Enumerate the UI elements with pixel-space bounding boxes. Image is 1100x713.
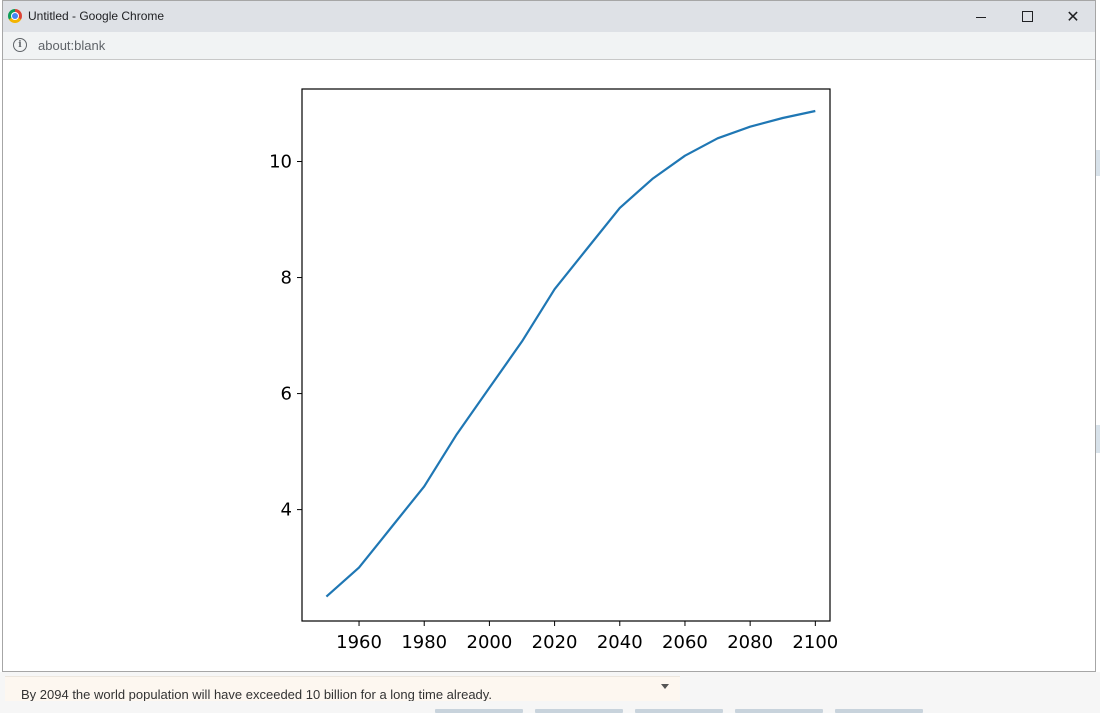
close-icon: ✕ xyxy=(1066,7,1080,26)
x-tick-label: 2060 xyxy=(662,632,708,653)
maximize-button[interactable] xyxy=(1004,1,1050,32)
maximize-icon xyxy=(1021,11,1033,22)
x-tick-label: 2000 xyxy=(467,632,513,653)
population-series-line xyxy=(325,109,816,598)
tab-handle[interactable] xyxy=(635,709,723,713)
info-icon[interactable]: i xyxy=(13,38,27,52)
tab-handle[interactable] xyxy=(535,709,623,713)
y-tick-label: 8 xyxy=(281,268,292,289)
message-text: By 2094 the world population will have e… xyxy=(21,687,492,701)
x-tick-label: 2080 xyxy=(727,632,773,653)
minimize-icon xyxy=(976,17,986,18)
tab-strip xyxy=(435,709,935,713)
tab-handle[interactable] xyxy=(435,709,523,713)
y-tick-label: 4 xyxy=(281,500,292,521)
y-tick-label: 10 xyxy=(269,152,292,173)
minimize-button[interactable] xyxy=(958,1,1004,32)
close-button[interactable]: ✕ xyxy=(1050,1,1096,32)
x-tick-label: 2100 xyxy=(792,632,838,653)
x-tick-label: 1980 xyxy=(401,632,447,653)
tab-handle[interactable] xyxy=(835,709,923,713)
address-bar[interactable]: i about:blank xyxy=(3,32,1095,60)
side-edge-strip xyxy=(1096,150,1100,176)
population-chart: 1960 1980 2000 2020 2040 2060 2080 2100 4 6 8 10 xyxy=(269,88,838,653)
dropdown-arrow-icon[interactable] xyxy=(661,684,669,689)
side-edge-strip xyxy=(1096,425,1100,453)
plot-frame xyxy=(301,88,831,622)
x-tick-label: 1960 xyxy=(336,632,382,653)
message-box: By 2094 the world population will have e… xyxy=(5,676,680,701)
title-bar[interactable]: Untitled - Google Chrome ✕ xyxy=(3,1,1095,32)
browser-window: Untitled - Google Chrome ✕ i about:blank… xyxy=(2,0,1096,672)
page-content: 1960 1980 2000 2020 2040 2060 2080 2100 4 6 8 10 xyxy=(3,60,1095,671)
chrome-logo-icon xyxy=(8,9,22,23)
y-tick-label: 6 xyxy=(281,384,292,405)
tab-handle[interactable] xyxy=(735,709,823,713)
url-text[interactable]: about:blank xyxy=(38,38,106,53)
x-tick-label: 2040 xyxy=(597,632,643,653)
x-tick-label: 2020 xyxy=(532,632,578,653)
window-title: Untitled - Google Chrome xyxy=(28,9,165,23)
side-edge-strip xyxy=(1096,60,1100,90)
